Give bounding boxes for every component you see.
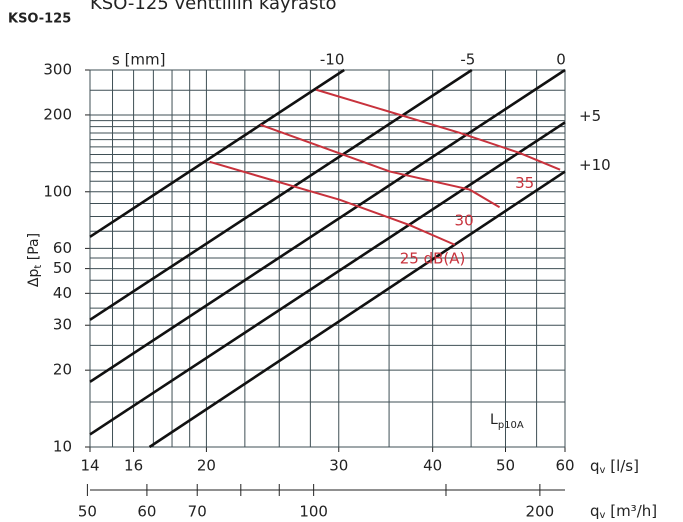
series-line [260, 123, 501, 209]
series-label: +5 [579, 107, 601, 125]
chart-title: KSO-125 venttiilin käyrästö [90, 0, 337, 14]
y-tick-label: 60 [53, 239, 72, 257]
x-tick-label: 60 [555, 457, 574, 475]
x2-tick-label: 100 [299, 503, 328, 521]
x-tick-label: 16 [124, 457, 143, 475]
x-tick-label: 30 [329, 457, 348, 475]
series-line [209, 160, 456, 246]
y-tick-label: 20 [53, 361, 72, 379]
series-line [148, 170, 566, 449]
series-label: 35 [515, 174, 534, 192]
x2-tick-label: 200 [526, 503, 555, 521]
series-line [89, 68, 473, 321]
top-axis-label: s [mm] [112, 51, 166, 69]
y-axis-label: Δpt [Pa] [26, 233, 44, 287]
series-line [89, 68, 345, 238]
x-tick-label: 14 [80, 457, 99, 475]
y-tick-label: 200 [43, 105, 72, 123]
x-tick-label: 20 [197, 457, 216, 475]
plot-frame [89, 69, 566, 448]
y-tick-label: 10 [53, 438, 72, 456]
series-line [315, 88, 561, 171]
series-label: -5 [460, 51, 475, 69]
y-tick-label: 300 [43, 61, 72, 79]
y-tick-label: 40 [53, 284, 72, 302]
x-tick-label: 50 [496, 457, 515, 475]
series-label: 30 [455, 212, 474, 230]
series-line [89, 68, 566, 383]
x-axis-label: qv [l/s] [590, 457, 639, 477]
y-tick-label: 50 [53, 259, 72, 277]
series-label: 0 [556, 51, 566, 69]
x2-tick-label: 50 [78, 503, 97, 521]
x2-tick-label: 70 [188, 503, 207, 521]
chart-subtitle: KSO-125 [8, 12, 71, 27]
x2-tick-label: 60 [137, 503, 156, 521]
series-label: -10 [320, 51, 345, 69]
y-tick-label: 100 [43, 182, 72, 200]
annotation: Lp10A [490, 412, 524, 431]
y-tick-label: 30 [53, 316, 72, 334]
x-tick-label: 40 [423, 457, 442, 475]
series-label: 25 dB(A) [400, 249, 466, 267]
series-label: +10 [579, 156, 611, 174]
series-line [89, 121, 566, 436]
x2-axis-label: qv [m³/h] [590, 502, 657, 522]
